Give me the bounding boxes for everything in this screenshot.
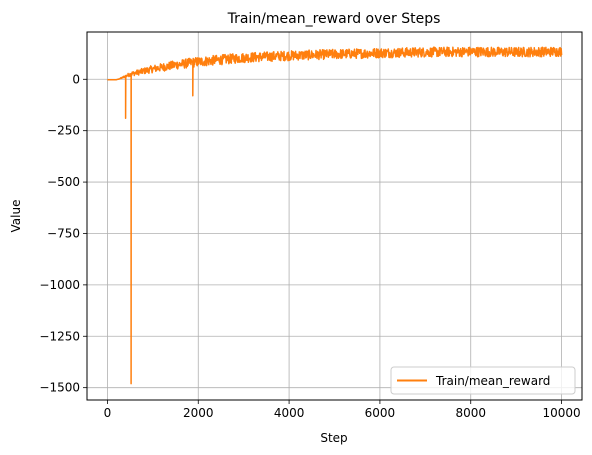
- y-tick-label: −250: [47, 124, 80, 138]
- legend-box: [390, 366, 576, 395]
- x-tick-label: 6000: [365, 406, 396, 420]
- grid: [87, 32, 582, 400]
- y-tick-label: −500: [47, 175, 80, 189]
- legend: Train/mean_reward: [390, 366, 576, 395]
- chart-title: Train/mean_reward over Steps: [227, 11, 441, 27]
- plot-area-frame: [86, 31, 583, 401]
- series-line: [107, 46, 563, 385]
- y-tick-label: 0: [72, 72, 80, 86]
- x-tick-label: 2000: [183, 406, 214, 420]
- x-tick-label: 10000: [542, 406, 580, 420]
- x-tick-label: 0: [104, 406, 112, 420]
- y-tick-label: −1250: [39, 329, 80, 343]
- x-tick-label: 8000: [455, 406, 486, 420]
- axis-ticks: 0 2000 4000 6000 8000 10000 0 −250 −500 −750 −1000…: [39, 72, 580, 420]
- y-tick-label: −1000: [39, 278, 80, 292]
- legend-label: Train/mean_reward: [435, 374, 550, 388]
- y-tick-label: −750: [47, 226, 80, 240]
- x-tick-label: 4000: [274, 406, 305, 420]
- series-line-group: [107, 46, 563, 385]
- y-axis-label: Value: [9, 200, 23, 233]
- y-tick-label: −1500: [39, 381, 80, 395]
- x-axis-label: Step: [320, 431, 347, 445]
